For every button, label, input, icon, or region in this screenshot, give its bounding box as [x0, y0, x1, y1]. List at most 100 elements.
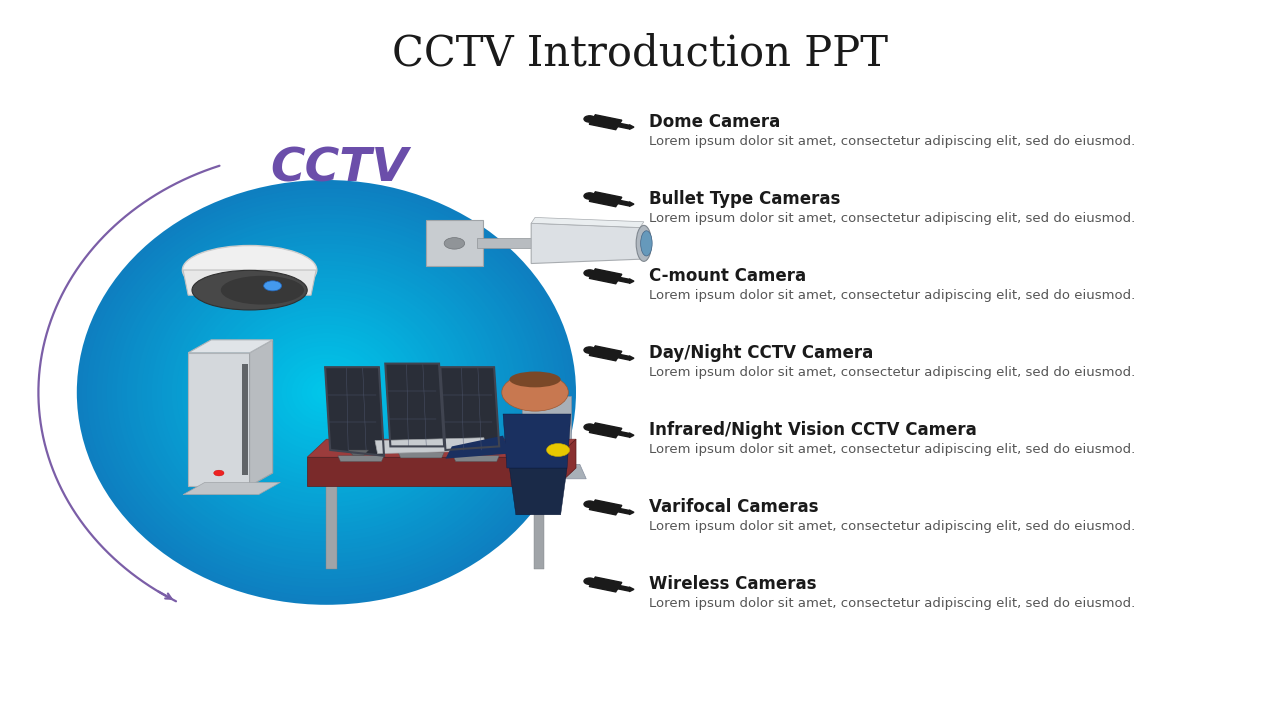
Text: CCTV: CCTV — [270, 147, 408, 192]
Polygon shape — [630, 202, 634, 207]
Ellipse shape — [183, 246, 317, 294]
Polygon shape — [307, 457, 557, 486]
Polygon shape — [616, 277, 630, 283]
Polygon shape — [531, 223, 640, 264]
Polygon shape — [398, 452, 444, 458]
Polygon shape — [557, 439, 576, 486]
Polygon shape — [589, 500, 622, 515]
Ellipse shape — [641, 230, 652, 256]
Ellipse shape — [321, 388, 332, 397]
Polygon shape — [445, 436, 509, 459]
Ellipse shape — [316, 384, 337, 401]
Polygon shape — [440, 367, 499, 450]
Ellipse shape — [227, 307, 426, 477]
Polygon shape — [338, 456, 384, 462]
Polygon shape — [242, 364, 248, 475]
Ellipse shape — [211, 294, 442, 490]
Polygon shape — [630, 356, 634, 361]
Text: Lorem ipsum dolor sit amet, consectetur adipiscing elit, sed do eiusmod.: Lorem ipsum dolor sit amet, consectetur … — [649, 520, 1135, 533]
Polygon shape — [375, 438, 486, 454]
Ellipse shape — [242, 320, 411, 464]
Ellipse shape — [156, 248, 497, 537]
Polygon shape — [477, 238, 547, 248]
Text: CCTV Introduction PPT: CCTV Introduction PPT — [392, 32, 888, 74]
Text: C-mount Camera: C-mount Camera — [649, 267, 806, 285]
Ellipse shape — [77, 180, 576, 605]
Polygon shape — [589, 114, 622, 130]
Circle shape — [584, 116, 595, 122]
Circle shape — [547, 444, 570, 456]
Polygon shape — [630, 125, 634, 130]
Text: Wireless Cameras: Wireless Cameras — [649, 575, 817, 593]
Ellipse shape — [192, 270, 307, 310]
Circle shape — [584, 270, 595, 276]
Polygon shape — [589, 346, 622, 361]
Polygon shape — [325, 367, 384, 456]
Ellipse shape — [247, 325, 406, 460]
Ellipse shape — [87, 189, 566, 596]
Polygon shape — [509, 468, 567, 515]
Polygon shape — [616, 354, 630, 360]
Ellipse shape — [221, 303, 431, 482]
Text: Varifocal Cameras: Varifocal Cameras — [649, 498, 818, 516]
Polygon shape — [531, 217, 644, 228]
Ellipse shape — [192, 278, 461, 507]
Ellipse shape — [152, 243, 500, 541]
Ellipse shape — [287, 359, 366, 426]
Ellipse shape — [177, 265, 476, 520]
Polygon shape — [534, 486, 544, 569]
Ellipse shape — [92, 193, 561, 592]
Ellipse shape — [311, 379, 342, 405]
Ellipse shape — [197, 282, 456, 503]
Polygon shape — [630, 510, 634, 515]
Ellipse shape — [271, 346, 381, 439]
Polygon shape — [503, 414, 571, 468]
Circle shape — [444, 238, 465, 249]
Polygon shape — [183, 482, 280, 495]
Ellipse shape — [122, 218, 531, 567]
Circle shape — [584, 501, 595, 508]
Ellipse shape — [256, 333, 397, 452]
Ellipse shape — [261, 337, 392, 448]
Ellipse shape — [137, 231, 516, 554]
Polygon shape — [385, 364, 444, 446]
Polygon shape — [616, 123, 630, 129]
Polygon shape — [250, 340, 273, 486]
Ellipse shape — [142, 235, 511, 549]
Circle shape — [584, 193, 595, 199]
Ellipse shape — [306, 375, 347, 410]
Ellipse shape — [116, 214, 536, 571]
Text: Lorem ipsum dolor sit amet, consectetur adipiscing elit, sed do eiusmod.: Lorem ipsum dolor sit amet, consectetur … — [649, 597, 1135, 610]
Ellipse shape — [276, 350, 376, 435]
Polygon shape — [522, 396, 571, 468]
Text: Lorem ipsum dolor sit amet, consectetur adipiscing elit, sed do eiusmod.: Lorem ipsum dolor sit amet, consectetur … — [649, 135, 1135, 148]
Ellipse shape — [509, 372, 561, 387]
Polygon shape — [307, 439, 576, 457]
Polygon shape — [589, 577, 622, 592]
Circle shape — [584, 424, 595, 431]
Ellipse shape — [187, 274, 466, 511]
Circle shape — [264, 281, 282, 291]
Polygon shape — [326, 486, 337, 569]
Polygon shape — [630, 279, 634, 284]
Polygon shape — [616, 200, 630, 206]
Polygon shape — [630, 587, 634, 592]
Ellipse shape — [201, 286, 452, 498]
Circle shape — [584, 347, 595, 354]
Polygon shape — [453, 456, 499, 462]
Ellipse shape — [97, 197, 556, 588]
Polygon shape — [512, 464, 586, 479]
Ellipse shape — [172, 261, 481, 524]
Polygon shape — [463, 450, 484, 456]
Ellipse shape — [237, 316, 416, 469]
Text: Bullet Type Cameras: Bullet Type Cameras — [649, 190, 841, 208]
Text: Infrared/Night Vision CCTV Camera: Infrared/Night Vision CCTV Camera — [649, 421, 977, 439]
Polygon shape — [188, 353, 250, 486]
Polygon shape — [616, 431, 630, 437]
Circle shape — [584, 578, 595, 585]
Ellipse shape — [266, 341, 387, 444]
Polygon shape — [426, 220, 483, 266]
Ellipse shape — [127, 222, 526, 562]
Ellipse shape — [636, 225, 652, 261]
Polygon shape — [348, 450, 369, 456]
